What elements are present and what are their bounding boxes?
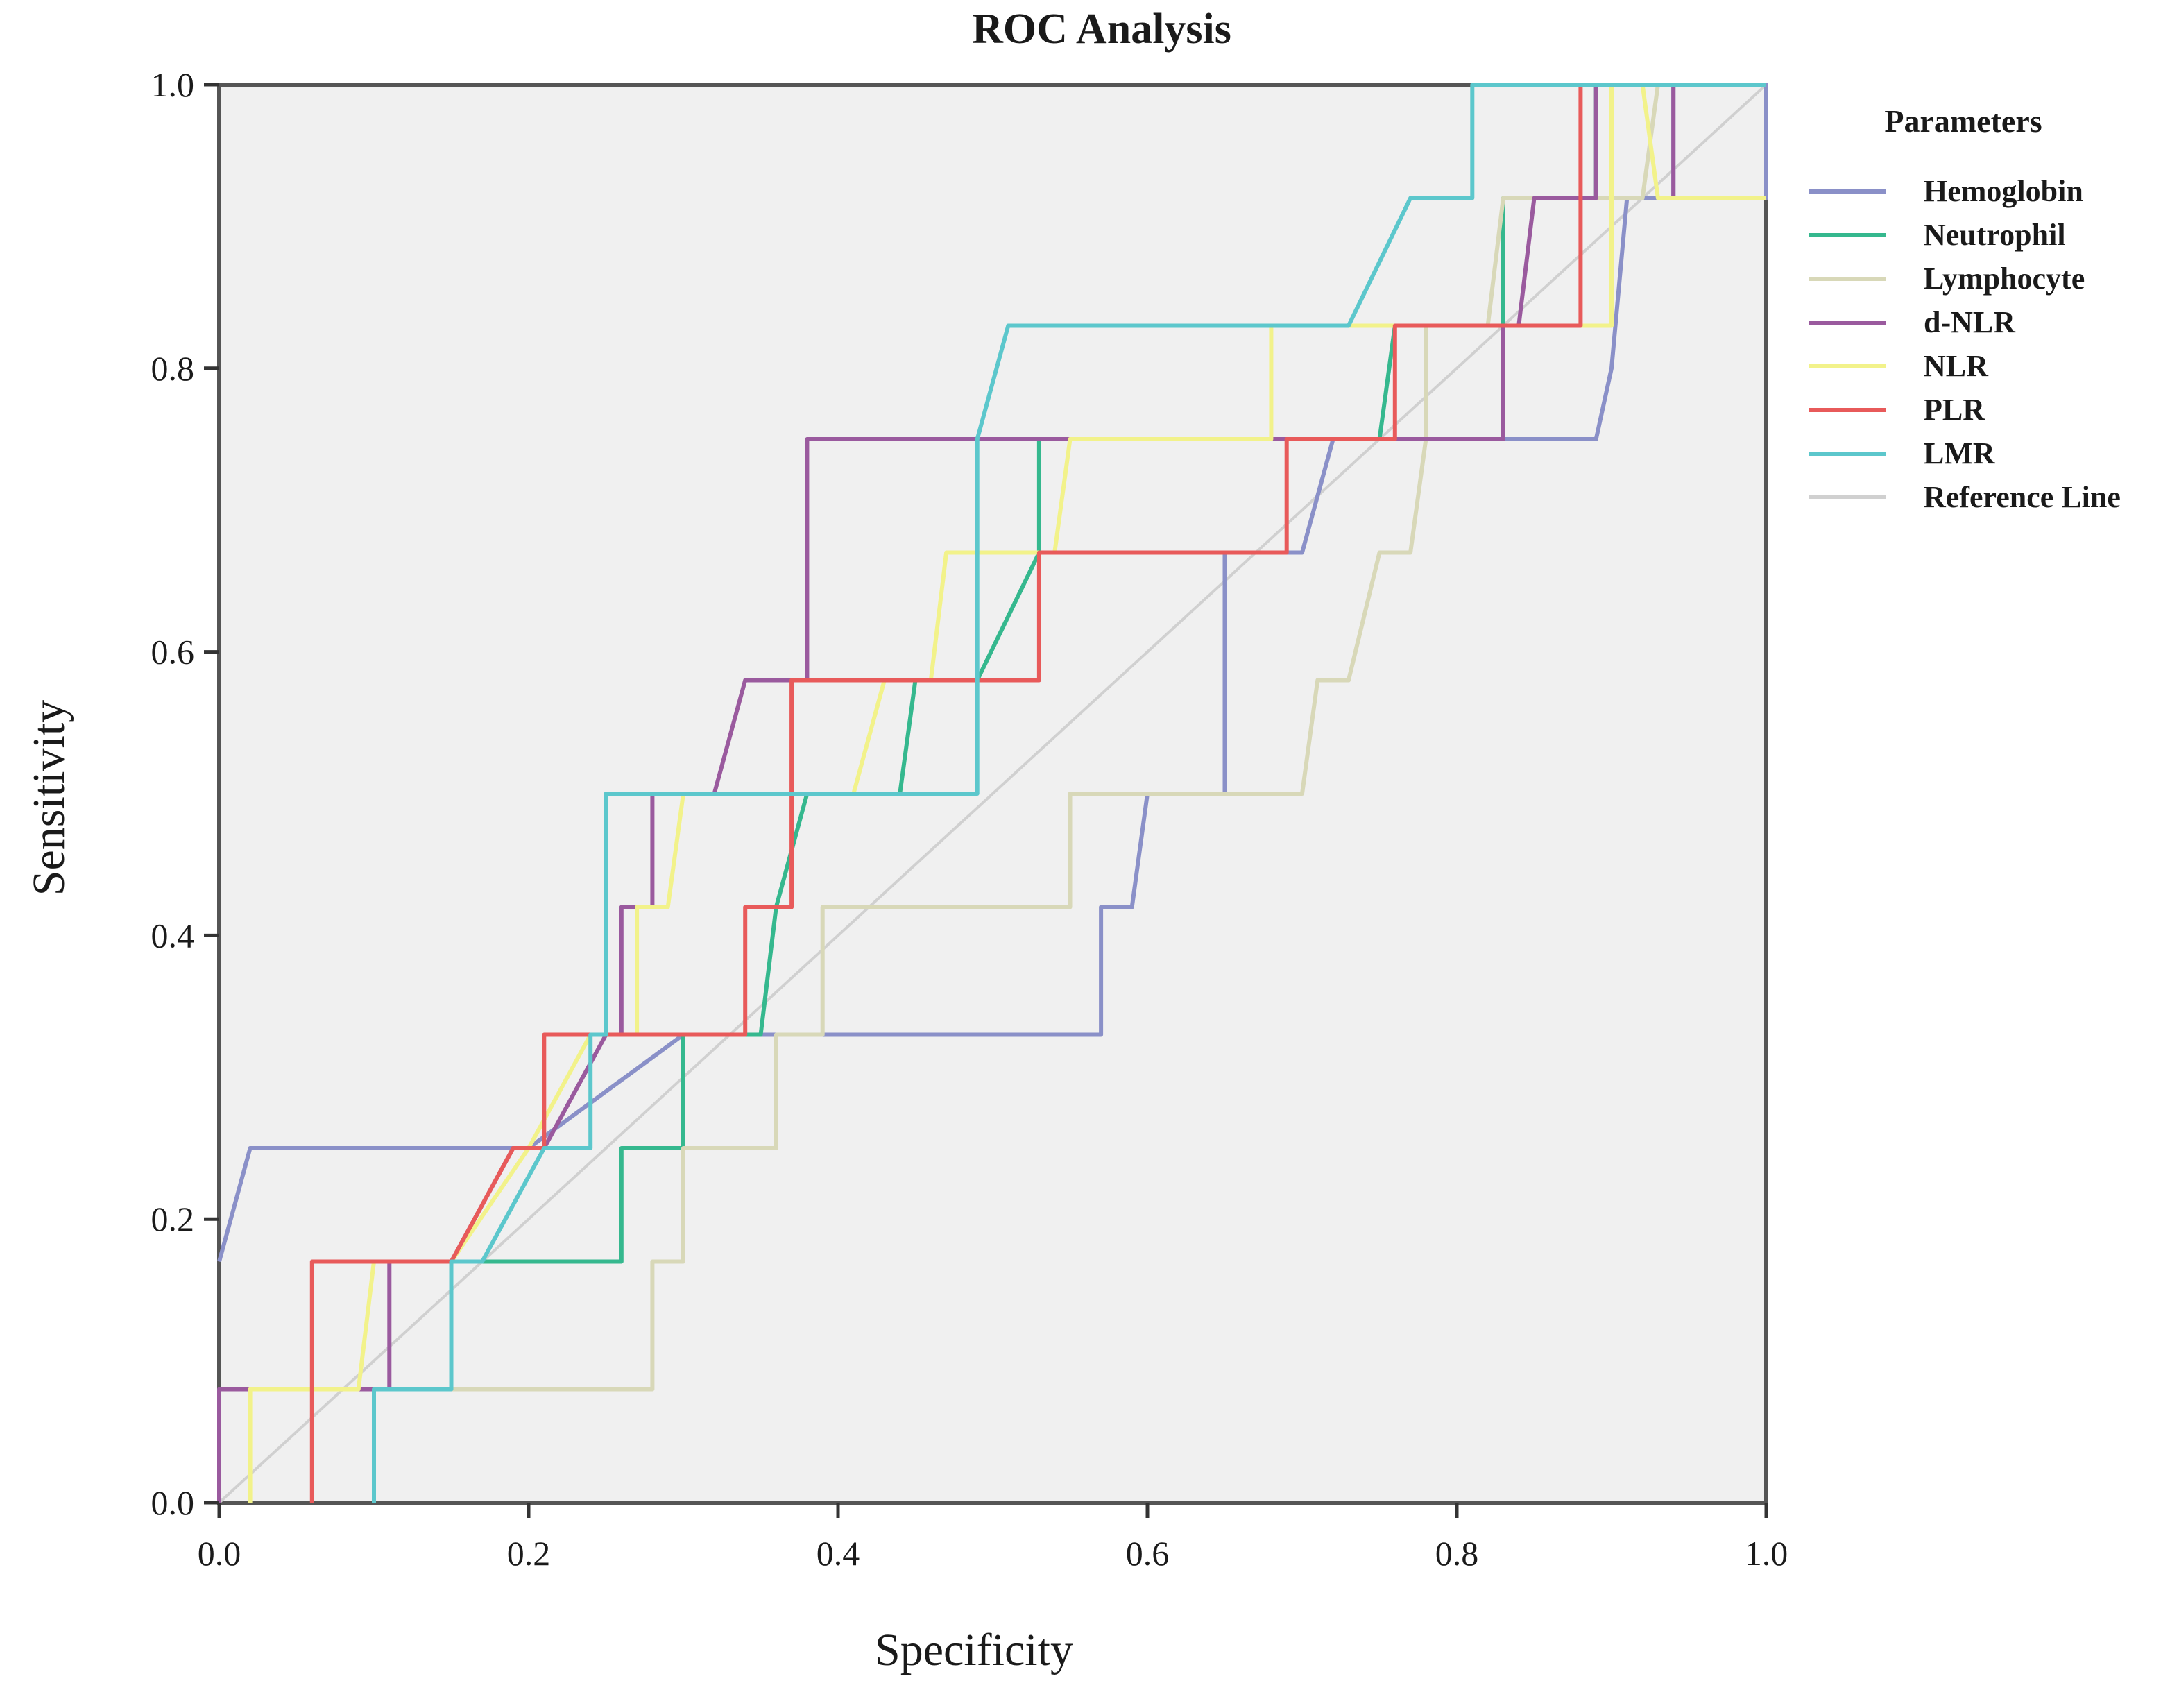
legend-label: LMR <box>1924 436 1996 470</box>
legend-item-reference-line: Reference Line <box>1809 480 2121 514</box>
legend-item-hemoglobin: Hemoglobin <box>1809 174 2083 208</box>
x-axis-title: Specificity <box>875 1625 1073 1675</box>
legend: Parameters Hemoglobin Neutrophil Lymphocyt… <box>1797 83 2171 555</box>
y-tick-label: 0.2 <box>151 1199 195 1238</box>
legend-item-neutrophil: Neutrophil <box>1809 218 2066 252</box>
series-line-lmr <box>372 83 1766 1503</box>
legend-item-lmr: LMR <box>1809 436 1996 470</box>
x-tick-label: 0.4 <box>817 1534 860 1573</box>
y-tick-label: 0.0 <box>151 1483 195 1522</box>
legend-label: d-NLR <box>1924 305 2016 339</box>
legend-label: Lymphocyte <box>1924 262 2085 296</box>
series-layer <box>217 83 1768 1504</box>
series-line-reference-line <box>218 83 1768 1504</box>
x-tick-label: 0.8 <box>1435 1534 1479 1573</box>
legend-label: Neutrophil <box>1924 218 2066 252</box>
legend-box <box>1797 83 2171 555</box>
legend-label: PLR <box>1924 393 1985 427</box>
chart-title: ROC Analysis <box>972 6 1231 53</box>
legend-item-d-nlr: d-NLR <box>1809 305 2016 339</box>
legend-label: Reference Line <box>1924 480 2121 514</box>
y-tick-label: 1.0 <box>151 65 195 104</box>
x-tick-label: 1.0 <box>1745 1534 1788 1573</box>
legend-item-lymphocyte: Lymphocyte <box>1809 262 2085 296</box>
y-axis-title: Sensitivity <box>24 700 74 896</box>
tick-layer: 0.0 0.2 0.4 0.6 0.8 1.0 0.0 0.2 0.4 0.6 0.8 1.0 <box>151 65 1788 1573</box>
series-line-lymphocyte <box>219 83 1766 1392</box>
y-tick-label: 0.6 <box>151 633 195 672</box>
legend-title: Parameters <box>1884 103 2042 139</box>
x-tick-label: 0.0 <box>198 1534 241 1573</box>
x-tick-label: 0.2 <box>507 1534 551 1573</box>
legend-item-plr: PLR <box>1809 393 1985 427</box>
legend-label: NLR <box>1924 349 1989 383</box>
y-tick-label: 0.8 <box>151 349 195 388</box>
x-tick-label: 0.6 <box>1126 1534 1170 1573</box>
legend-label: Hemoglobin <box>1924 174 2083 208</box>
series-line-plr <box>309 83 1766 1503</box>
legend-items: Hemoglobin Neutrophil Lymphocyte d-NLR NLR PL… <box>1809 174 2121 514</box>
y-tick-label: 0.4 <box>151 916 195 955</box>
legend-item-nlr: NLR <box>1809 349 1989 383</box>
